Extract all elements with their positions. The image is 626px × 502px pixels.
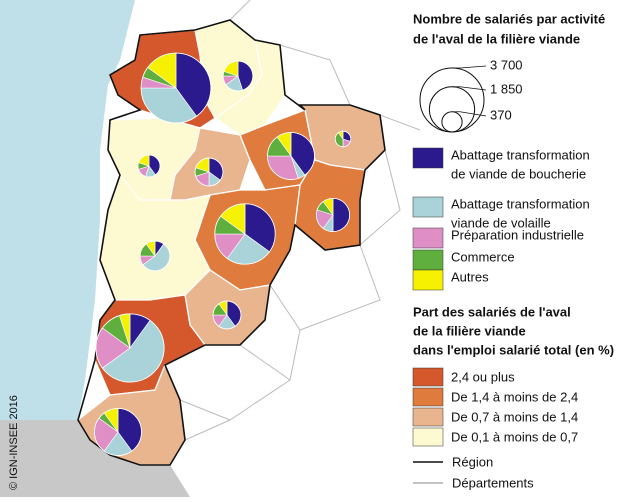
legend-swatch [412, 387, 444, 407]
pie-outline [222, 60, 254, 92]
activity-legend: Abattage transformation de viande de bouc… [412, 147, 590, 291]
pies [94, 52, 352, 456]
region-outline [77, 19, 386, 466]
legend-title: de l'aval de la filière viande [413, 31, 580, 46]
legend-label: viande de volaille [451, 215, 551, 230]
legend-swatch [412, 407, 444, 427]
pie-outline [139, 240, 171, 272]
pie-outline [94, 408, 142, 456]
leader-line [452, 111, 487, 117]
legend-title: dans l'emploi salarié total (en %) [413, 342, 614, 357]
pie-outline [95, 313, 165, 383]
leader-line [452, 86, 487, 91]
legend-label: Abattage transformation [451, 196, 590, 211]
pie-outline [315, 197, 351, 233]
legend-label: Préparation industrielle [451, 227, 584, 242]
pie-outline [140, 52, 212, 124]
legend-title: Nombre de salariés par activité [413, 11, 605, 26]
pie-outline [212, 300, 242, 330]
legend-swatch [412, 269, 444, 291]
size-legend: 3 700 1 850 370 [419, 57, 523, 133]
legend-title: Part des salariés de l'aval [413, 304, 571, 319]
legend-swatch [412, 427, 444, 447]
legend-label: Abattage transformation [451, 147, 590, 162]
pie-outline [194, 157, 224, 187]
legend-label: Départements [452, 475, 534, 490]
legend-swatch [412, 196, 444, 218]
size-label: 370 [490, 107, 512, 122]
legend-label: Autres [451, 269, 489, 284]
neighbour-boundary [179, 0, 421, 441]
legend-label: 2,4 ou plus [451, 369, 515, 384]
pie-outline [267, 132, 315, 180]
legend-label: De 1,4 à moins de 2,4 [451, 389, 578, 404]
legend-title: de la filière viande [413, 323, 526, 338]
pie-outline [137, 154, 161, 178]
spain [0, 420, 190, 497]
legend-swatch [412, 227, 444, 249]
size-label: 3 700 [490, 57, 523, 72]
legend-swatch [412, 249, 444, 271]
share-legend: 2,4 ou plus De 1,4 à moins de 2,4 De 0,7 à… [412, 367, 578, 447]
neighbour-lines [179, 0, 421, 441]
legend-label: Commerce [451, 249, 515, 264]
legend-label: de viande de boucherie [451, 166, 586, 181]
legend-swatch [412, 367, 444, 387]
pie-outline [214, 203, 276, 265]
legend-label: De 0,7 à moins de 1,4 [451, 409, 578, 424]
leader-line [452, 65, 487, 69]
sea [0, 0, 135, 420]
legend-swatch [412, 147, 444, 169]
credit: © IGN-INSEE 2016 [8, 395, 20, 490]
legend-label: De 0,1 à moins de 0,7 [451, 429, 578, 444]
legend-label: Région [452, 454, 493, 469]
pie-outline [334, 130, 352, 148]
size-label: 1 850 [490, 81, 523, 96]
